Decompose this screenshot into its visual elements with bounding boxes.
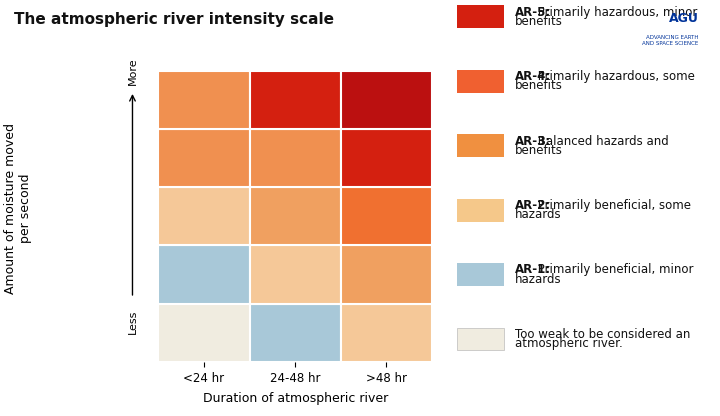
X-axis label: Duration of atmospheric river: Duration of atmospheric river — [202, 391, 388, 405]
Text: ADVANCING EARTH
AND SPACE SCIENCE: ADVANCING EARTH AND SPACE SCIENCE — [642, 35, 698, 46]
Text: benefits: benefits — [515, 15, 562, 28]
Bar — [250, 245, 341, 304]
Bar — [341, 304, 432, 362]
Bar — [250, 304, 341, 362]
Text: hazards: hazards — [515, 272, 562, 286]
Text: benefits: benefits — [515, 144, 562, 157]
Text: Balanced hazards and: Balanced hazards and — [534, 134, 668, 148]
Text: Primarily beneficial, minor: Primarily beneficial, minor — [534, 263, 693, 277]
Text: AR-1:: AR-1: — [515, 263, 551, 277]
Bar — [158, 71, 250, 129]
Bar — [341, 245, 432, 304]
Text: benefits: benefits — [515, 79, 562, 92]
Bar — [341, 71, 432, 129]
Text: Primarily beneficial, some: Primarily beneficial, some — [534, 199, 690, 212]
Bar — [341, 129, 432, 187]
Text: Too weak to be considered an: Too weak to be considered an — [515, 328, 690, 341]
Bar — [158, 187, 250, 245]
Text: hazards: hazards — [515, 208, 562, 221]
Bar — [341, 187, 432, 245]
Text: AR-2:: AR-2: — [515, 199, 551, 212]
Text: AR-5:: AR-5: — [515, 5, 551, 19]
Text: atmospheric river.: atmospheric river. — [515, 337, 623, 350]
Bar — [158, 304, 250, 362]
Text: Amount of moisture moved
per second: Amount of moisture moved per second — [4, 122, 32, 294]
Bar — [250, 129, 341, 187]
Text: AR-4:: AR-4: — [515, 70, 551, 83]
Bar — [158, 245, 250, 304]
Text: Primarily hazardous, minor: Primarily hazardous, minor — [534, 5, 697, 19]
Text: More: More — [127, 58, 138, 85]
Bar — [250, 71, 341, 129]
Text: AR-3:: AR-3: — [515, 134, 551, 148]
Text: Primarily hazardous, some: Primarily hazardous, some — [534, 70, 694, 83]
Text: Less: Less — [127, 310, 138, 334]
Text: AGU: AGU — [669, 12, 698, 25]
Bar — [250, 187, 341, 245]
Bar — [158, 129, 250, 187]
Text: The atmospheric river intensity scale: The atmospheric river intensity scale — [14, 12, 334, 27]
